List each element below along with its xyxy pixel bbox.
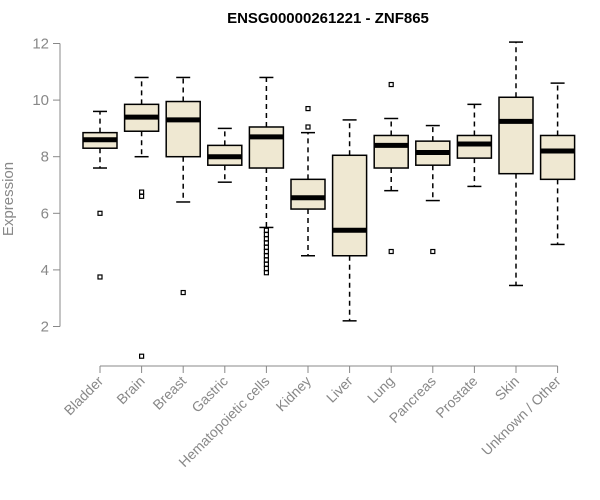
outlier-point bbox=[263, 240, 269, 246]
outlier-point bbox=[139, 189, 145, 195]
outlier-point bbox=[388, 81, 394, 88]
outlier-point bbox=[305, 105, 311, 112]
x-tick-label: Skin bbox=[492, 373, 523, 404]
outlier-point bbox=[139, 193, 145, 199]
outlier-point bbox=[97, 210, 103, 216]
box-pancreas bbox=[415, 124, 451, 255]
outlier-point bbox=[97, 274, 103, 280]
iqr-box bbox=[456, 134, 493, 159]
x-tick-label: Lung bbox=[364, 373, 397, 406]
x-tick-label: Breast bbox=[149, 373, 189, 413]
outlier-point bbox=[263, 248, 269, 255]
box-breast bbox=[165, 76, 201, 296]
outlier-point bbox=[263, 227, 269, 233]
chart-title: ENSG00000261221 - ZNF865 bbox=[227, 10, 429, 27]
outlier-point bbox=[263, 257, 269, 263]
y-tick-label: 8 bbox=[41, 149, 49, 166]
y-tick-label: 12 bbox=[32, 36, 49, 53]
outlier-point bbox=[430, 248, 436, 255]
outlier-point bbox=[263, 270, 269, 276]
box-liver bbox=[331, 119, 368, 322]
plot-area bbox=[82, 41, 576, 359]
outlier-point bbox=[139, 353, 145, 359]
y-tick-label: 2 bbox=[41, 319, 49, 336]
box-unknown-other bbox=[539, 82, 576, 246]
box-brain bbox=[123, 76, 160, 359]
box-kidney bbox=[290, 105, 326, 257]
iqr-box bbox=[498, 96, 534, 175]
box-lung bbox=[373, 81, 409, 255]
outlier-point bbox=[305, 124, 311, 130]
box-gastric bbox=[207, 127, 243, 183]
x-tick-label: Liver bbox=[323, 373, 356, 406]
box-prostate bbox=[456, 103, 493, 188]
x-tick-label: Bladder bbox=[61, 373, 107, 419]
x-tick-label: Kidney bbox=[273, 373, 315, 415]
iqr-box bbox=[290, 178, 326, 210]
outlier-point bbox=[263, 236, 269, 242]
iqr-box bbox=[165, 100, 201, 158]
y-axis: 2 4 6 8 10 12 bbox=[32, 36, 61, 336]
box-skin bbox=[498, 41, 534, 287]
iqr-box bbox=[539, 134, 576, 181]
outlier-point bbox=[180, 289, 186, 296]
y-tick-label: 6 bbox=[41, 205, 49, 222]
x-tick-label: Prostate bbox=[432, 373, 480, 421]
y-axis-label: Expression bbox=[0, 162, 17, 236]
iqr-box bbox=[373, 134, 409, 169]
box-hematopoietic-cells bbox=[248, 76, 285, 276]
outlier-point bbox=[263, 253, 269, 259]
outlier-point bbox=[388, 248, 394, 255]
x-tick-label: Unknown / Other bbox=[478, 373, 564, 459]
y-tick-label: 10 bbox=[32, 92, 49, 109]
outlier-point bbox=[263, 244, 269, 250]
x-tick-label: Brain bbox=[113, 373, 147, 407]
outlier-point bbox=[263, 231, 269, 238]
box-bladder bbox=[82, 110, 118, 280]
outlier-point bbox=[263, 261, 269, 267]
outlier-point bbox=[263, 265, 269, 272]
iqr-box bbox=[248, 126, 285, 169]
iqr-box bbox=[331, 154, 368, 257]
y-tick-label: 4 bbox=[41, 262, 49, 279]
